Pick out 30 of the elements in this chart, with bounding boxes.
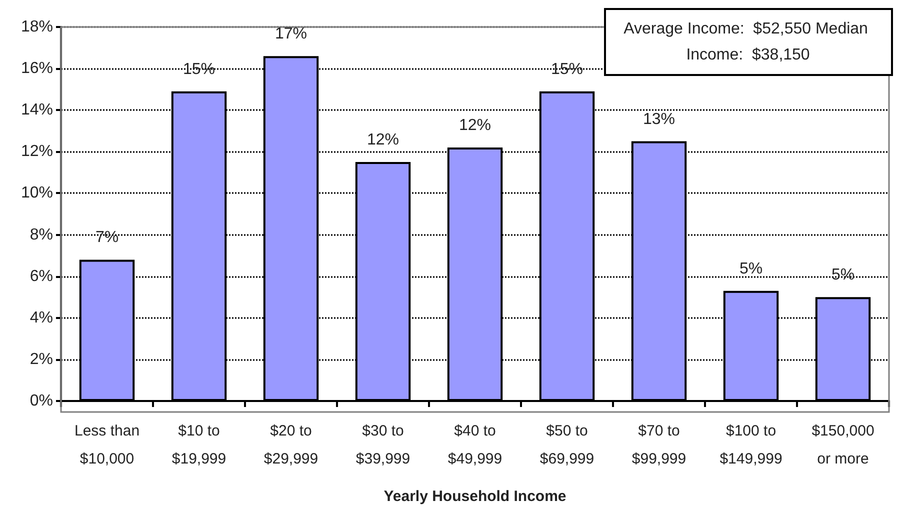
data-label: 15% bbox=[182, 60, 216, 78]
data-label: 15% bbox=[550, 60, 584, 78]
data-label: 12% bbox=[366, 132, 400, 149]
x-tick-label: $70 to $99,999 bbox=[632, 422, 686, 468]
y-tick-label: 16% bbox=[20, 60, 53, 78]
y-tick-label: 12% bbox=[20, 143, 53, 160]
y-tick-label: 0% bbox=[30, 392, 53, 410]
data-label: 5% bbox=[739, 260, 763, 278]
x-tick-label: $20 to $29,999 bbox=[264, 422, 318, 468]
annotation: Average Income: $52,550 Median Income: $38,150 bbox=[624, 20, 872, 64]
y-tick-label: 6% bbox=[30, 268, 53, 285]
y-tick-label: 4% bbox=[30, 309, 53, 326]
y-tick-label: 2% bbox=[30, 350, 53, 368]
data-label: 5% bbox=[831, 266, 855, 284]
x-axis-title: Yearly Household Income bbox=[384, 488, 566, 505]
x-tick-label: $30 to $39,999 bbox=[356, 422, 410, 468]
x-tick-label: Less than $10,000 bbox=[74, 422, 140, 468]
data-label: 12% bbox=[458, 117, 492, 134]
data-label: 17% bbox=[274, 26, 308, 43]
y-tick-label: 14% bbox=[20, 102, 53, 119]
x-tick-label: $50 to $69,999 bbox=[540, 422, 594, 468]
x-tick-label: $40 to $49,999 bbox=[448, 422, 502, 468]
y-tick-label: 10% bbox=[20, 184, 53, 202]
y-tick-label: 18% bbox=[20, 18, 53, 36]
x-tick-label: $100 to $149,999 bbox=[720, 422, 782, 468]
x-tick-label: $150,000 or more bbox=[812, 422, 874, 468]
y-tick-label: 8% bbox=[30, 226, 53, 244]
data-label: 13% bbox=[642, 110, 676, 128]
data-label: 7% bbox=[95, 229, 119, 246]
x-tick-label: $10 to $19,999 bbox=[172, 422, 226, 468]
